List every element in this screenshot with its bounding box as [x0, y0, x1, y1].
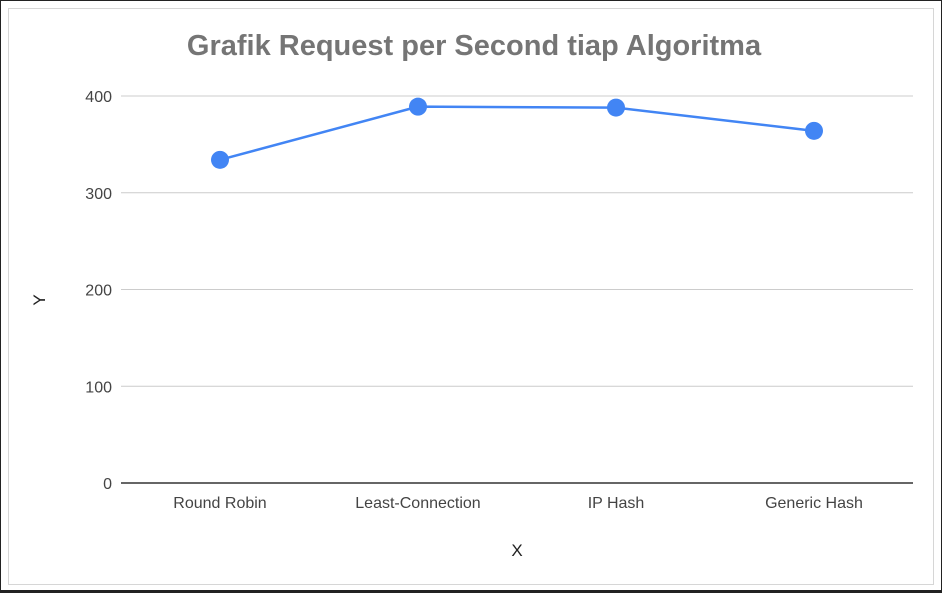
y-axis-label: Y: [30, 294, 49, 305]
gridlines: [121, 95, 913, 484]
chart-container[interactable]: [8, 8, 934, 585]
y-tick-label: 300: [85, 186, 112, 203]
x-tick-label: Round Robin: [173, 495, 266, 512]
y-tick-label: 400: [85, 89, 112, 106]
series-layer: [211, 97, 823, 169]
data-point[interactable]: [409, 97, 427, 116]
x-tick-label: Generic Hash: [765, 495, 863, 512]
data-point[interactable]: [805, 121, 823, 140]
x-tick-labels: Round Robin Least-Connection IP Hash Generi…: [173, 495, 863, 512]
data-point[interactable]: [211, 150, 229, 169]
y-tick-labels: 0 100 200 300 400: [85, 89, 112, 493]
data-point[interactable]: [607, 98, 625, 117]
y-tick-label: 100: [85, 379, 112, 396]
chart-title: Grafik Request per Second tiap Algoritma: [186, 30, 762, 62]
x-axis-label: X: [511, 541, 522, 560]
series-line: [219, 105, 815, 162]
x-tick-label: Least-Connection: [355, 495, 480, 512]
y-tick-label: 0: [103, 476, 112, 493]
x-tick-label: IP Hash: [588, 495, 645, 512]
y-tick-label: 200: [85, 283, 112, 300]
